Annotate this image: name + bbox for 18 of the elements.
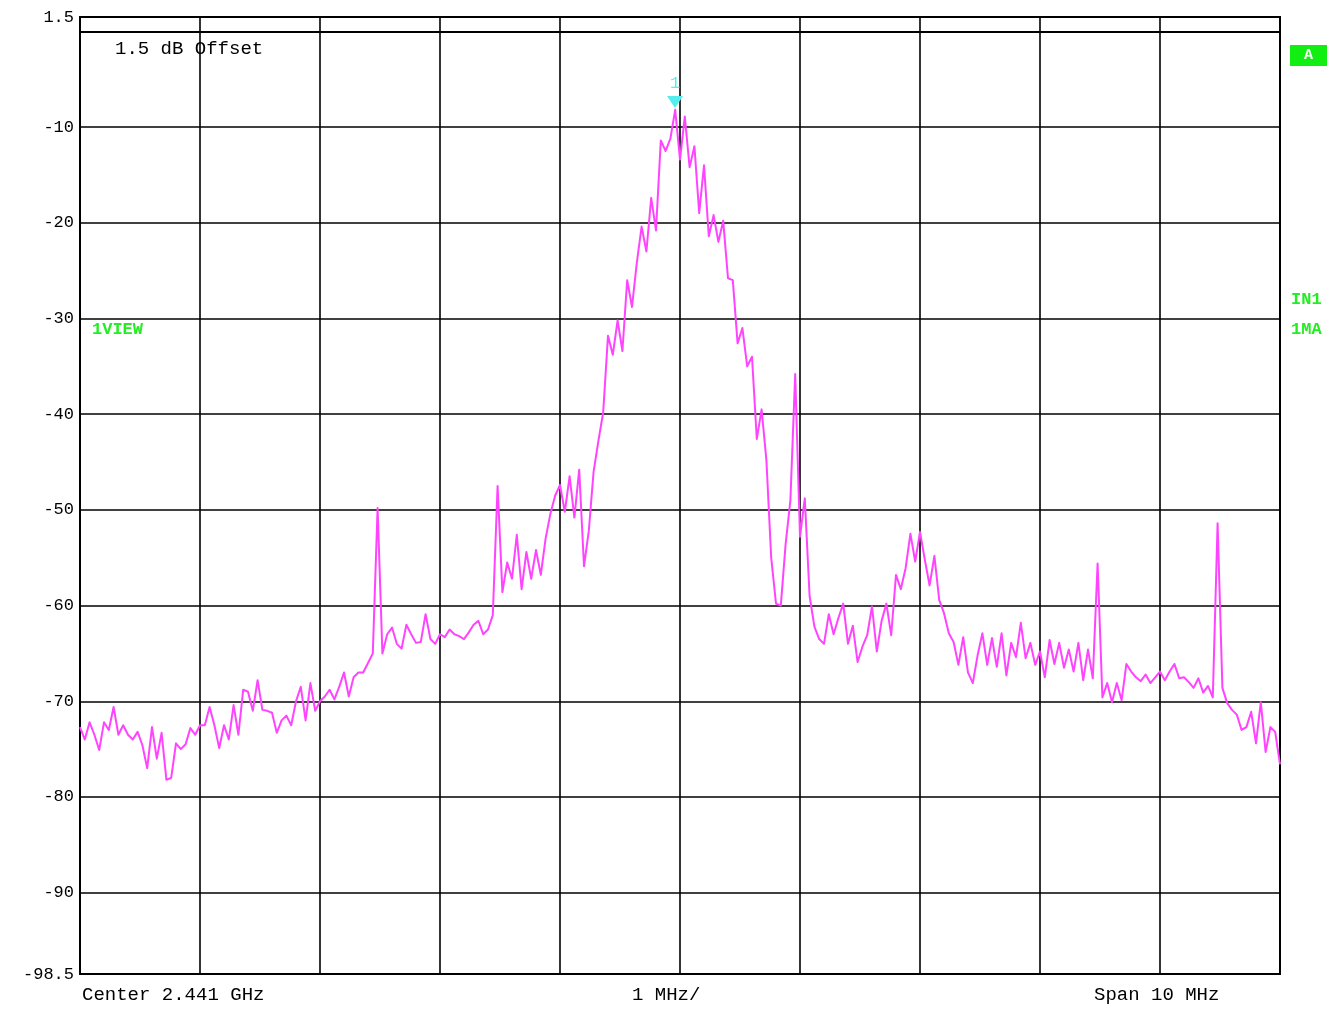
y-tick-label: -60 xyxy=(43,596,74,616)
y-tick-label: -30 xyxy=(43,308,74,328)
text: A xyxy=(1304,47,1314,64)
y-tick-label: -10 xyxy=(43,117,74,137)
annotation: 1VIEW xyxy=(92,320,144,339)
y-tick-label: -80 xyxy=(43,787,74,807)
text: 1 MHz/ xyxy=(632,983,701,1006)
text: Span 10 MHz xyxy=(1094,983,1220,1006)
y-tick-label: 1.5 xyxy=(43,7,74,27)
y-tick-label: -70 xyxy=(43,691,74,711)
y-tick-label: -98.5 xyxy=(22,964,74,984)
text: IN1 xyxy=(1291,290,1322,309)
text: 1MA xyxy=(1291,320,1323,339)
y-tick-label: -40 xyxy=(43,404,74,424)
y-tick-label: -90 xyxy=(43,883,74,903)
y-tick-label: -50 xyxy=(43,500,74,520)
y-tick-label: -20 xyxy=(43,213,74,233)
text: Center 2.441 GHz xyxy=(82,983,265,1006)
